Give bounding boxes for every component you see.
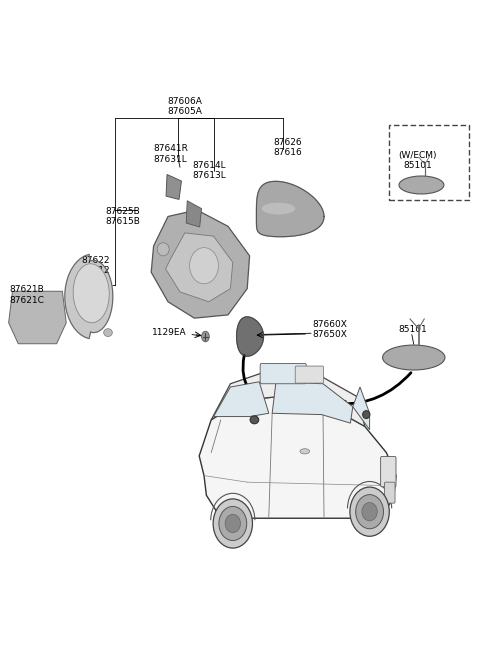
Polygon shape bbox=[65, 255, 113, 338]
Text: 87621B
87621C: 87621B 87621C bbox=[9, 285, 44, 305]
Polygon shape bbox=[186, 201, 202, 227]
Ellipse shape bbox=[300, 449, 310, 454]
Ellipse shape bbox=[225, 514, 240, 533]
Polygon shape bbox=[9, 291, 66, 344]
Ellipse shape bbox=[262, 203, 295, 215]
Text: 85101: 85101 bbox=[398, 325, 427, 334]
Text: 87625B
87615B: 87625B 87615B bbox=[105, 207, 140, 226]
Text: 87660X
87650X: 87660X 87650X bbox=[312, 319, 347, 339]
Ellipse shape bbox=[350, 487, 389, 536]
Text: 1129EA: 1129EA bbox=[152, 328, 186, 337]
Polygon shape bbox=[256, 181, 324, 237]
Ellipse shape bbox=[250, 416, 259, 424]
Ellipse shape bbox=[356, 495, 384, 529]
Ellipse shape bbox=[219, 506, 247, 541]
Polygon shape bbox=[237, 317, 264, 356]
FancyBboxPatch shape bbox=[381, 457, 396, 487]
Text: 87626
87616: 87626 87616 bbox=[274, 138, 302, 157]
Polygon shape bbox=[151, 210, 250, 318]
Polygon shape bbox=[166, 174, 181, 199]
Text: 87614L
87613L: 87614L 87613L bbox=[192, 161, 226, 180]
FancyBboxPatch shape bbox=[295, 366, 324, 383]
Polygon shape bbox=[353, 387, 370, 430]
Ellipse shape bbox=[362, 502, 377, 521]
Ellipse shape bbox=[399, 176, 444, 194]
Ellipse shape bbox=[363, 411, 370, 419]
Polygon shape bbox=[166, 233, 233, 302]
Text: 87641R
87631L: 87641R 87631L bbox=[153, 144, 188, 164]
Text: 87622
87612: 87622 87612 bbox=[82, 256, 110, 276]
Polygon shape bbox=[199, 397, 396, 518]
FancyBboxPatch shape bbox=[260, 363, 306, 384]
Polygon shape bbox=[214, 382, 269, 417]
Ellipse shape bbox=[383, 345, 445, 370]
Ellipse shape bbox=[157, 243, 169, 256]
Text: 87606A
87605A: 87606A 87605A bbox=[168, 96, 202, 116]
Ellipse shape bbox=[213, 499, 252, 548]
Ellipse shape bbox=[190, 247, 218, 283]
Ellipse shape bbox=[73, 264, 109, 323]
FancyBboxPatch shape bbox=[384, 482, 395, 503]
Text: (W/ECM)
85101: (W/ECM) 85101 bbox=[398, 151, 437, 171]
Polygon shape bbox=[272, 382, 353, 423]
Ellipse shape bbox=[202, 331, 209, 342]
Polygon shape bbox=[211, 371, 365, 426]
Ellipse shape bbox=[104, 329, 112, 337]
